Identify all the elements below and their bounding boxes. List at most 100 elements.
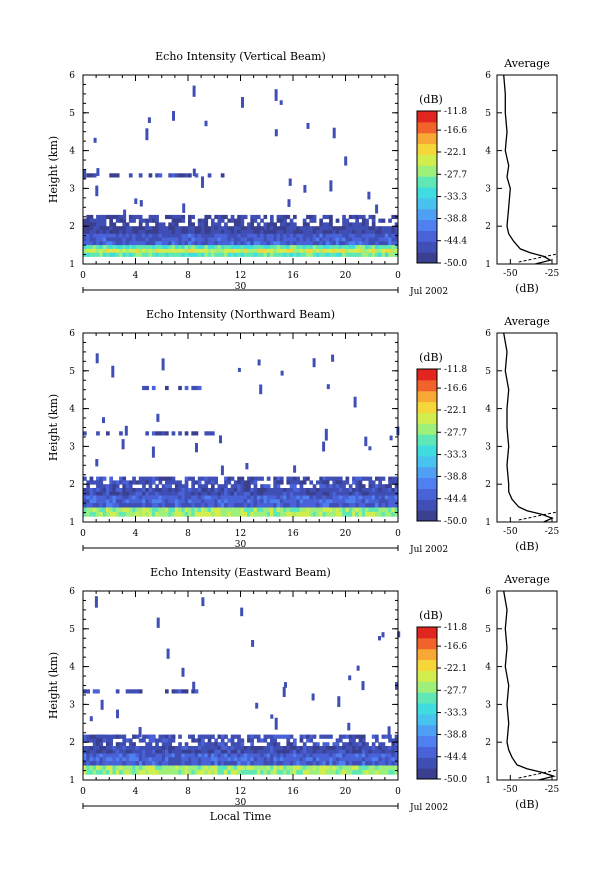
echo-cell (194, 237, 199, 242)
echo-cell (109, 495, 113, 500)
echo-cell (184, 761, 189, 766)
echo-cell (253, 499, 258, 504)
echo-cell (293, 746, 297, 751)
echo-cell (256, 769, 261, 775)
echo-cell (280, 370, 284, 376)
echo-cell (96, 237, 100, 242)
echo-cell (279, 237, 284, 242)
echo-cell (273, 738, 277, 743)
echo-cell (211, 233, 215, 238)
echo-cell (188, 491, 192, 496)
echo-cell (345, 769, 350, 775)
echo-cell (302, 241, 307, 246)
average-dashed-line (518, 253, 558, 263)
echo-cell (312, 769, 317, 775)
echo-cell (361, 761, 366, 766)
echo-cell (364, 436, 368, 447)
echo-cell (263, 214, 268, 220)
echo-cell (329, 488, 333, 493)
echo-cell (306, 499, 310, 504)
echo-cell (112, 248, 117, 254)
echo-cell (352, 488, 356, 493)
echo-cell (191, 757, 195, 762)
echo-cell (142, 511, 146, 517)
echo-cell (352, 738, 356, 743)
echo-cell (148, 230, 153, 235)
echo-cell (204, 495, 209, 500)
echo-cell (276, 252, 281, 257)
echo-cell (158, 734, 163, 739)
echo-cell (132, 765, 136, 771)
echo-cell (391, 476, 396, 481)
echo-cell (174, 484, 179, 489)
echo-cell (83, 237, 87, 242)
echo-cell (194, 769, 199, 775)
echo-cell (184, 252, 189, 257)
echo-cell (93, 137, 97, 143)
echo-cell (256, 214, 261, 220)
echo-cell (211, 431, 215, 436)
colorbar-tick-label: -50.0 (444, 259, 467, 269)
echo-cell (148, 252, 153, 257)
echo-cell (332, 769, 337, 775)
echo-cell (165, 495, 169, 500)
echo-cell (345, 491, 350, 496)
echo-cell (94, 596, 98, 608)
echo-cell (250, 749, 254, 754)
echo-cell (128, 480, 133, 485)
echo-cell (368, 237, 373, 242)
echo-cell (119, 245, 123, 250)
echo-cell (109, 511, 113, 517)
echo-cell (106, 753, 110, 758)
echo-cell (289, 245, 294, 250)
echo-cell (355, 742, 359, 747)
echo-cell (224, 214, 228, 220)
echo-cell (224, 226, 228, 231)
echo-cell (171, 173, 176, 178)
echo-cell (260, 757, 264, 762)
echo-cell (352, 214, 356, 220)
echo-cell (260, 507, 264, 513)
echo-cell (155, 226, 159, 231)
echo-cell (266, 511, 271, 517)
echo-cell (358, 742, 363, 747)
echo-cell (233, 237, 238, 242)
y-tick-label: 1 (69, 776, 75, 786)
echo-cell (237, 742, 241, 747)
echo-cell (361, 507, 366, 513)
echo-cell (132, 230, 136, 235)
echo-cell (335, 757, 340, 762)
echo-cell (319, 252, 323, 257)
echo-cell (220, 761, 225, 766)
echo-cell (237, 248, 241, 254)
echo-cell (96, 230, 100, 235)
echo-cell (358, 484, 363, 489)
echo-cell (394, 753, 399, 758)
echo-cell (197, 488, 202, 493)
echo-cell (247, 734, 251, 739)
echo-cell (345, 488, 350, 493)
echo-cell (293, 222, 297, 227)
echo-cell (375, 749, 379, 754)
echo-cell (345, 742, 350, 747)
echo-cell (92, 757, 97, 762)
echo-cell (168, 734, 172, 739)
echo-cell (224, 749, 228, 754)
echo-cell (174, 749, 179, 754)
echo-cell (158, 248, 163, 254)
echo-cell (109, 222, 113, 227)
echo-cell (381, 761, 386, 766)
echo-cell (168, 761, 172, 766)
echo-cell (348, 484, 353, 489)
echo-cell (263, 499, 268, 504)
echo-cell (394, 507, 399, 513)
echo-cell (358, 230, 363, 235)
echo-cell (358, 761, 363, 766)
echo-cell (171, 230, 176, 235)
echo-cell (355, 233, 359, 238)
echo-cell (106, 738, 110, 743)
echo-cell (394, 226, 399, 231)
echo-cell (145, 742, 149, 747)
echo-cell (260, 252, 264, 257)
echo-cell (135, 753, 140, 758)
